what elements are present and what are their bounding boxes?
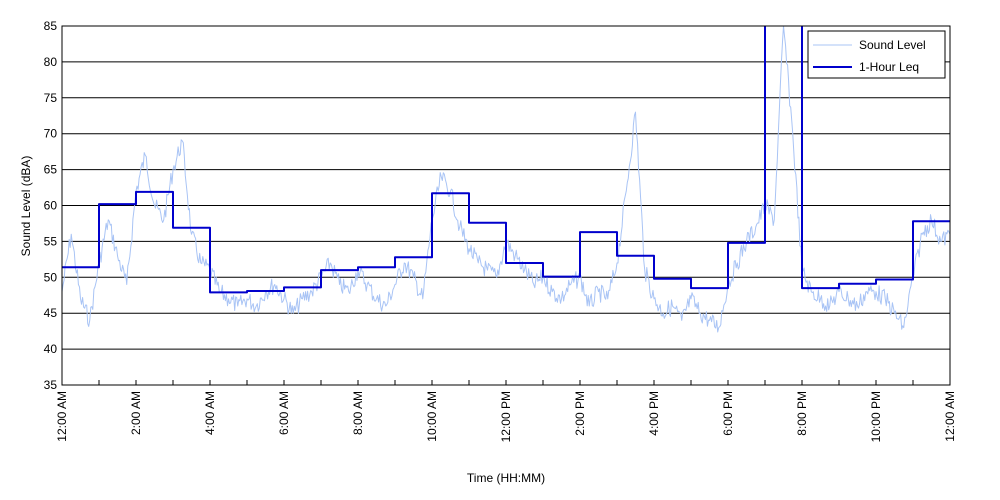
y-tick-label: 40 bbox=[44, 342, 58, 356]
x-tick-label: 8:00 AM bbox=[351, 391, 365, 435]
y-tick-label: 75 bbox=[44, 91, 58, 105]
x-tick-label: 4:00 AM bbox=[203, 391, 217, 435]
x-tick-label: 12:00 AM bbox=[943, 391, 957, 442]
plot-frame bbox=[61, 25, 951, 386]
series-group bbox=[62, 26, 950, 333]
x-tick-label: 12:00 AM bbox=[55, 391, 69, 442]
legend: Sound Level 1-Hour Leq bbox=[807, 30, 946, 79]
y-tick-label: 55 bbox=[44, 234, 58, 248]
x-tick-label: 2:00 PM bbox=[573, 391, 587, 436]
x-tick-label: 6:00 AM bbox=[277, 391, 291, 435]
x-axis-title: Time (HH:MM) bbox=[467, 471, 545, 485]
y-tick-label: 80 bbox=[44, 55, 58, 69]
x-tick-label: 2:00 AM bbox=[129, 391, 143, 435]
x-tick-label: 4:00 PM bbox=[647, 391, 661, 436]
legend-label-leq: 1-Hour Leq bbox=[859, 60, 919, 74]
y-tick-label: 35 bbox=[44, 378, 58, 392]
x-tick-label: 6:00 PM bbox=[721, 391, 735, 436]
legend-label-sound-level: Sound Level bbox=[859, 38, 926, 52]
x-tick-label: 12:00 PM bbox=[499, 391, 513, 442]
series-line-1 bbox=[62, 26, 950, 294]
y-ticks: 35 40 45 50 55 60 65 70 75 80 85 bbox=[44, 19, 58, 392]
x-tick-label: 10:00 AM bbox=[425, 391, 439, 442]
y-axis-title: Sound Level (dBA) bbox=[19, 156, 33, 257]
y-tick-label: 60 bbox=[44, 199, 58, 213]
y-tick-label: 50 bbox=[44, 270, 58, 284]
y-tick-label: 65 bbox=[44, 163, 58, 177]
y-tick-label: 45 bbox=[44, 306, 58, 320]
legend-box bbox=[807, 30, 946, 79]
x-tick-label: 10:00 PM bbox=[869, 391, 883, 442]
x-ticks: 12:00 AM 2:00 AM 4:00 AM 6:00 AM 8:00 AM 10:0… bbox=[55, 380, 957, 442]
x-tick-label: 8:00 PM bbox=[795, 391, 809, 436]
y-tick-label: 70 bbox=[44, 127, 58, 141]
y-tick-label: 85 bbox=[44, 19, 58, 33]
